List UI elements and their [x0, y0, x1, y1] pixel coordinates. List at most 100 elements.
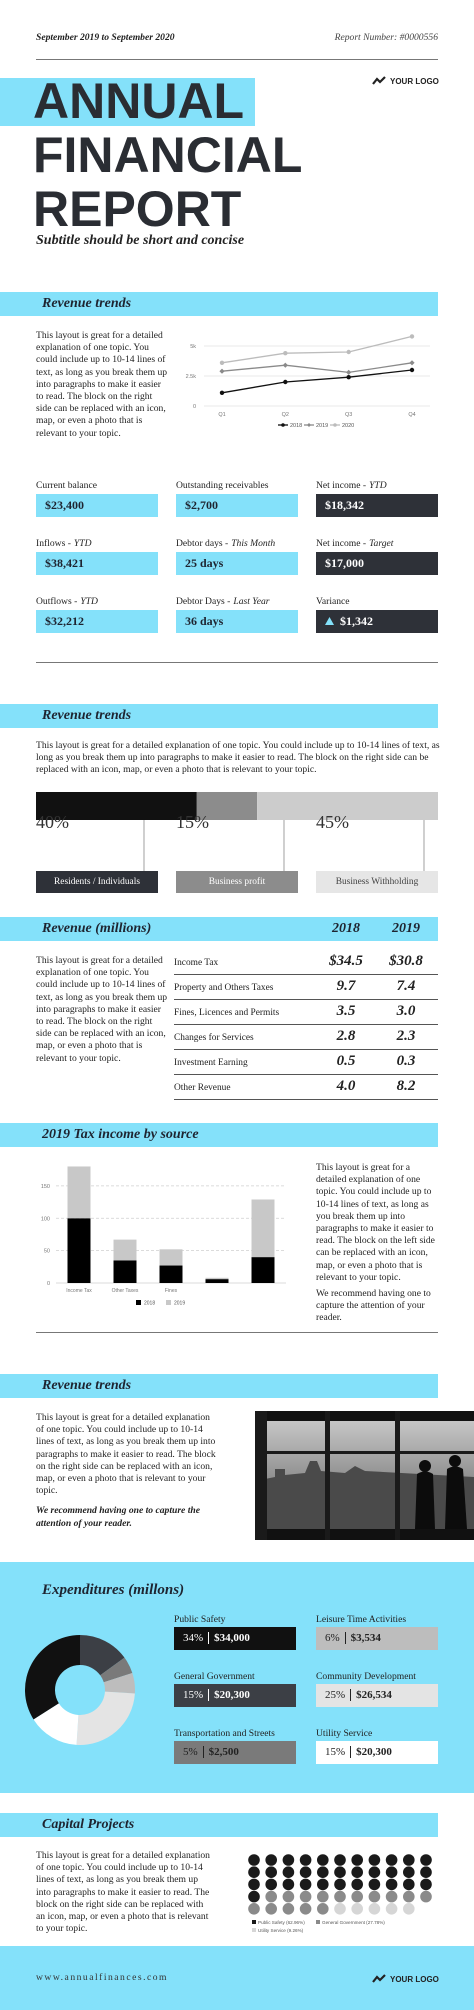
expenditure-label: Leisure Time Activities — [316, 1614, 407, 1625]
legend-swatch — [252, 1928, 256, 1932]
kpi-label: Current balance — [36, 480, 97, 491]
dot — [420, 1878, 432, 1891]
dot — [368, 1878, 381, 1891]
dot — [248, 1854, 260, 1866]
table-row: Investment Earning 0.5 0.3 — [174, 1050, 438, 1075]
dot — [248, 1903, 260, 1915]
dot — [368, 1890, 381, 1903]
kpi-value: $23,400 — [45, 498, 84, 512]
kpi-label-text: Inflows - — [36, 538, 71, 549]
kpi-box: $32,212 — [36, 610, 158, 633]
dot — [265, 1854, 277, 1866]
kpi-qualifier: Last Year — [233, 596, 270, 607]
column-header: 2018 — [332, 921, 360, 936]
category-label: Residents / Individuals — [36, 871, 158, 893]
x-tick-label: Q3 — [345, 412, 352, 418]
expenditure-label: Utility Service — [316, 1728, 373, 1739]
category-label: Business profit — [176, 871, 298, 893]
stacked-bar-chart: 0 50 100 150 Income Tax Other Taxes Fines 2018 2… — [41, 1166, 286, 1307]
legend-label: General Government (27.78%) — [322, 1920, 385, 1925]
body-text: This layout is great for a detailed expl… — [36, 330, 168, 439]
row-value: 4.0 — [336, 1078, 356, 1094]
expenditure-label: Public Safety — [174, 1614, 226, 1625]
dot — [265, 1890, 277, 1903]
body-text: This layout is great for a detailed expl… — [36, 1412, 216, 1534]
point — [219, 360, 225, 365]
point — [409, 367, 415, 373]
section-heading: Revenue trends — [42, 296, 132, 311]
section-heading: 2019 Tax income by source — [42, 1127, 199, 1142]
legend-label: Public Safety (62.96%) — [258, 1920, 305, 1925]
point — [409, 334, 415, 339]
body-text: This layout is great for a detailed expl… — [36, 955, 168, 1064]
section-heading: Revenue trends — [42, 708, 132, 723]
title-line: FINANCIAL — [33, 127, 303, 183]
row-value: 2.3 — [396, 1028, 416, 1044]
dot — [385, 1878, 398, 1891]
dot — [248, 1890, 260, 1903]
bar-segment — [257, 792, 438, 820]
title-line: REPORT — [33, 181, 242, 237]
dot — [385, 1890, 398, 1903]
footer-url: www.annualfinances.com — [36, 1972, 169, 1983]
expenditure-amount: $2,500 — [208, 1746, 239, 1758]
table-row: Income Tax $34.5 $30.8 — [174, 950, 438, 975]
kpi-label-text: Current balance — [36, 480, 97, 491]
body-text: This layout is great for a detailed expl… — [36, 1850, 210, 1935]
dot — [351, 1866, 363, 1878]
legend-marker — [281, 423, 285, 427]
donut-slice — [100, 1657, 133, 1683]
footer — [0, 1946, 474, 2010]
expenditure-percent: 15% — [325, 1746, 352, 1758]
dot — [299, 1866, 312, 1878]
kpi-box: 25 days — [176, 552, 298, 575]
paragraph: We recommend having one to capture the a… — [316, 1288, 431, 1324]
expenditure-amount: $20,300 — [214, 1689, 250, 1701]
expenditure-percent: 34% — [183, 1632, 210, 1644]
x-tick-label: Q4 — [408, 412, 415, 418]
photo — [255, 1411, 474, 1540]
legend-label: 2020 — [342, 423, 354, 429]
dot — [317, 1890, 329, 1903]
dot — [317, 1854, 329, 1866]
bar-segment — [36, 792, 197, 820]
kpi-label: Inflows - YTD — [36, 538, 92, 549]
row-value: 3.5 — [336, 1003, 356, 1019]
kpi-label-text: Debtor days - — [176, 538, 229, 549]
dot — [299, 1854, 312, 1866]
row-value: $34.5 — [329, 953, 363, 969]
kpi-value: $2,700 — [185, 498, 218, 512]
dot-matrix-chart: Public Safety (62.96%) General Government… — [248, 1854, 432, 1933]
title-highlight — [0, 78, 255, 126]
bar-segment — [113, 1260, 137, 1283]
dot — [385, 1854, 398, 1866]
series-line — [221, 362, 413, 374]
column-header: 2019 — [392, 921, 420, 936]
donut-slice — [80, 1635, 125, 1676]
kpi-qualifier: Target — [369, 538, 394, 549]
point — [282, 362, 288, 368]
title: ANNUAL FINANCIAL REPORT — [33, 74, 302, 236]
kpi-box: $2,700 — [176, 494, 298, 517]
expenditure-percent: 15% — [183, 1689, 210, 1701]
row-label: Investment Earning — [174, 1058, 248, 1068]
dot — [317, 1866, 329, 1878]
logo-text: YOUR LOGO — [390, 1975, 439, 1984]
legend-label: 2019 — [316, 423, 328, 429]
dot — [248, 1878, 260, 1891]
kpi-label: Outflows - YTD — [36, 596, 98, 607]
legend-swatch — [166, 1300, 171, 1305]
dot — [368, 1866, 381, 1878]
point — [219, 390, 225, 395]
legend-label: Utility Service (9.26%) — [258, 1928, 304, 1933]
bar-segment — [113, 1239, 137, 1261]
dot — [282, 1878, 295, 1891]
kpi-box: $17,000 — [316, 552, 438, 575]
donut-slice — [76, 1691, 135, 1745]
kpi-label-text: Outstanding receivables — [176, 480, 269, 491]
dot — [282, 1854, 295, 1866]
dot — [317, 1878, 329, 1891]
trend-icon — [325, 617, 334, 625]
report-number: Report Number: #0000556 — [334, 32, 438, 43]
donut-slice — [24, 1635, 80, 1720]
